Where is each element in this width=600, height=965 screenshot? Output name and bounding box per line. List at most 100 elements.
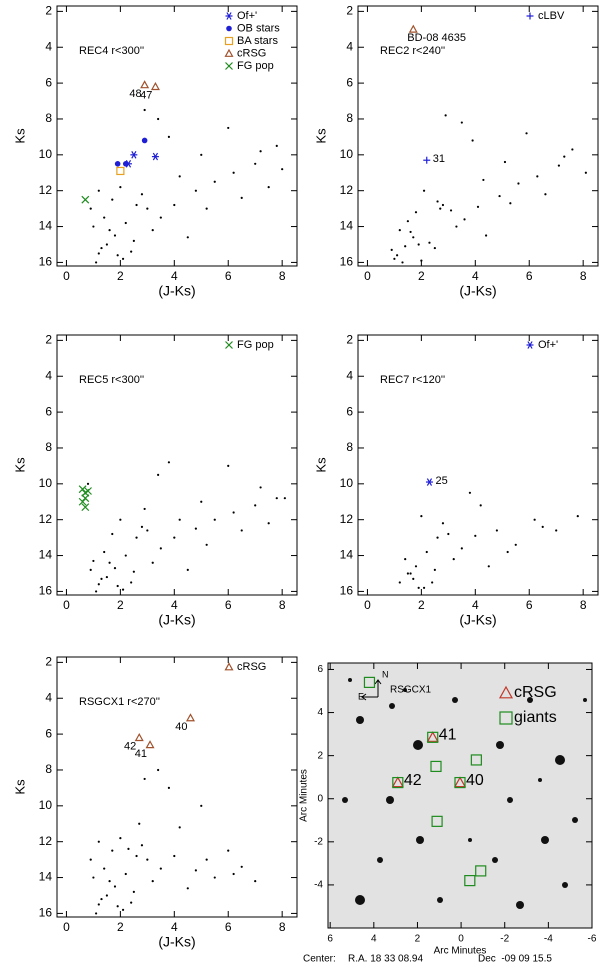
marker-square [430, 760, 442, 773]
field-star [143, 777, 146, 781]
marker-tri [498, 685, 514, 699]
field-star [116, 905, 119, 908]
legend-label: cLBV [538, 10, 565, 22]
y-tick-label: 4 [45, 39, 52, 53]
y-tick-label: 6 [45, 404, 52, 418]
field-star [584, 171, 587, 174]
field-star [113, 567, 117, 570]
field-star [92, 225, 95, 228]
field-star [428, 241, 431, 244]
field-star [89, 568, 92, 571]
field-star [406, 572, 409, 575]
field-star [151, 561, 154, 564]
field-star [240, 196, 243, 199]
marker-circle [122, 160, 129, 167]
field-star [205, 207, 208, 210]
marker-box [430, 760, 442, 773]
cmd-panel: 0 2 4 6 8 2 4 6 8 10 12 14 16 (J-Ks) Ks REC4 r<300'' Of+… [12, 4, 298, 299]
field-star [132, 890, 135, 893]
marker-asterisk [151, 152, 159, 161]
y-tick-label: 12 [39, 512, 53, 526]
y-tick-label: 14 [39, 870, 53, 884]
field-star [89, 207, 92, 210]
marker-stroke [225, 341, 233, 349]
field-star [476, 205, 480, 208]
field-star [479, 504, 482, 507]
legend-label: cRSG [514, 684, 557, 701]
field-star [119, 186, 122, 189]
field-star [108, 880, 111, 883]
field-star [404, 245, 407, 248]
footer-text: Center: [303, 954, 336, 965]
field-star [173, 854, 176, 858]
field-star [186, 236, 189, 239]
cluster-label: RSGCX1 [390, 685, 432, 696]
marker-triangle [134, 732, 144, 742]
field-star [517, 182, 520, 185]
marker-plus [423, 156, 431, 164]
y-tick-label: 2 [45, 655, 52, 669]
x-tick-label: -6 [588, 934, 597, 945]
field-star [146, 858, 149, 861]
field-star [135, 536, 138, 539]
field-star [240, 529, 243, 532]
field-star [116, 584, 119, 588]
field-star [103, 867, 106, 870]
field-star [541, 525, 544, 528]
field-star [409, 572, 412, 575]
legend-label: OB stars [237, 22, 280, 34]
field-star [482, 178, 485, 182]
field-star [449, 209, 453, 212]
point-label: BD-08 4635 [407, 32, 466, 44]
field-star [227, 849, 230, 852]
field-star [422, 189, 426, 192]
panel-title: REC5 r<300'' [79, 374, 144, 386]
field-star [463, 218, 466, 221]
field-star [116, 254, 119, 257]
marker-triangle [408, 24, 418, 33]
marker-asterisk [425, 478, 433, 486]
cmd-panel: 0 2 4 6 8 2 4 6 8 10 12 14 16 (J-Ks) Ks REC7 r<120'' 25 O… [313, 333, 599, 628]
field-star [433, 246, 436, 250]
x-tick-label: 6 [526, 598, 533, 612]
field-star [213, 180, 216, 183]
field-star [267, 522, 270, 525]
x-tick-label: 8 [279, 269, 286, 283]
marker-x [81, 195, 90, 204]
field-star [509, 202, 512, 205]
field-star [119, 518, 122, 521]
legend-label: Of+' [237, 10, 257, 22]
x-axis-label: (J-Ks) [459, 283, 496, 299]
panel-title: REC7 r<120'' [380, 374, 445, 386]
field-star [108, 561, 111, 564]
field-star [205, 858, 208, 861]
field-star [283, 497, 286, 500]
field-star [205, 543, 208, 546]
marker-square [224, 36, 234, 46]
field-star [406, 220, 409, 223]
footer-text: Dec -09 09 15.5 [478, 954, 552, 965]
y-tick-label: 8 [45, 762, 52, 776]
x-tick-label: 2 [117, 598, 124, 612]
field-star [130, 250, 133, 253]
field-star [97, 583, 100, 586]
x-tick-label: 0 [364, 598, 371, 612]
field-star [555, 529, 558, 532]
field-star [178, 518, 181, 521]
field-star [232, 511, 235, 514]
field-star [140, 525, 144, 528]
field-star [544, 193, 547, 196]
marker-square [454, 776, 466, 789]
x-tick-label: 2 [415, 934, 421, 945]
point-label: 41 [135, 748, 147, 760]
point-label: 25 [435, 475, 447, 487]
marker-square [427, 731, 439, 743]
field-star [92, 876, 95, 879]
marker-stroke [226, 12, 232, 20]
point-label: 41 [439, 727, 457, 744]
field-star [240, 865, 243, 868]
x-tick-label: 4 [171, 920, 178, 934]
field-star [127, 847, 130, 850]
marker-x [81, 494, 90, 503]
field-star [441, 203, 445, 207]
